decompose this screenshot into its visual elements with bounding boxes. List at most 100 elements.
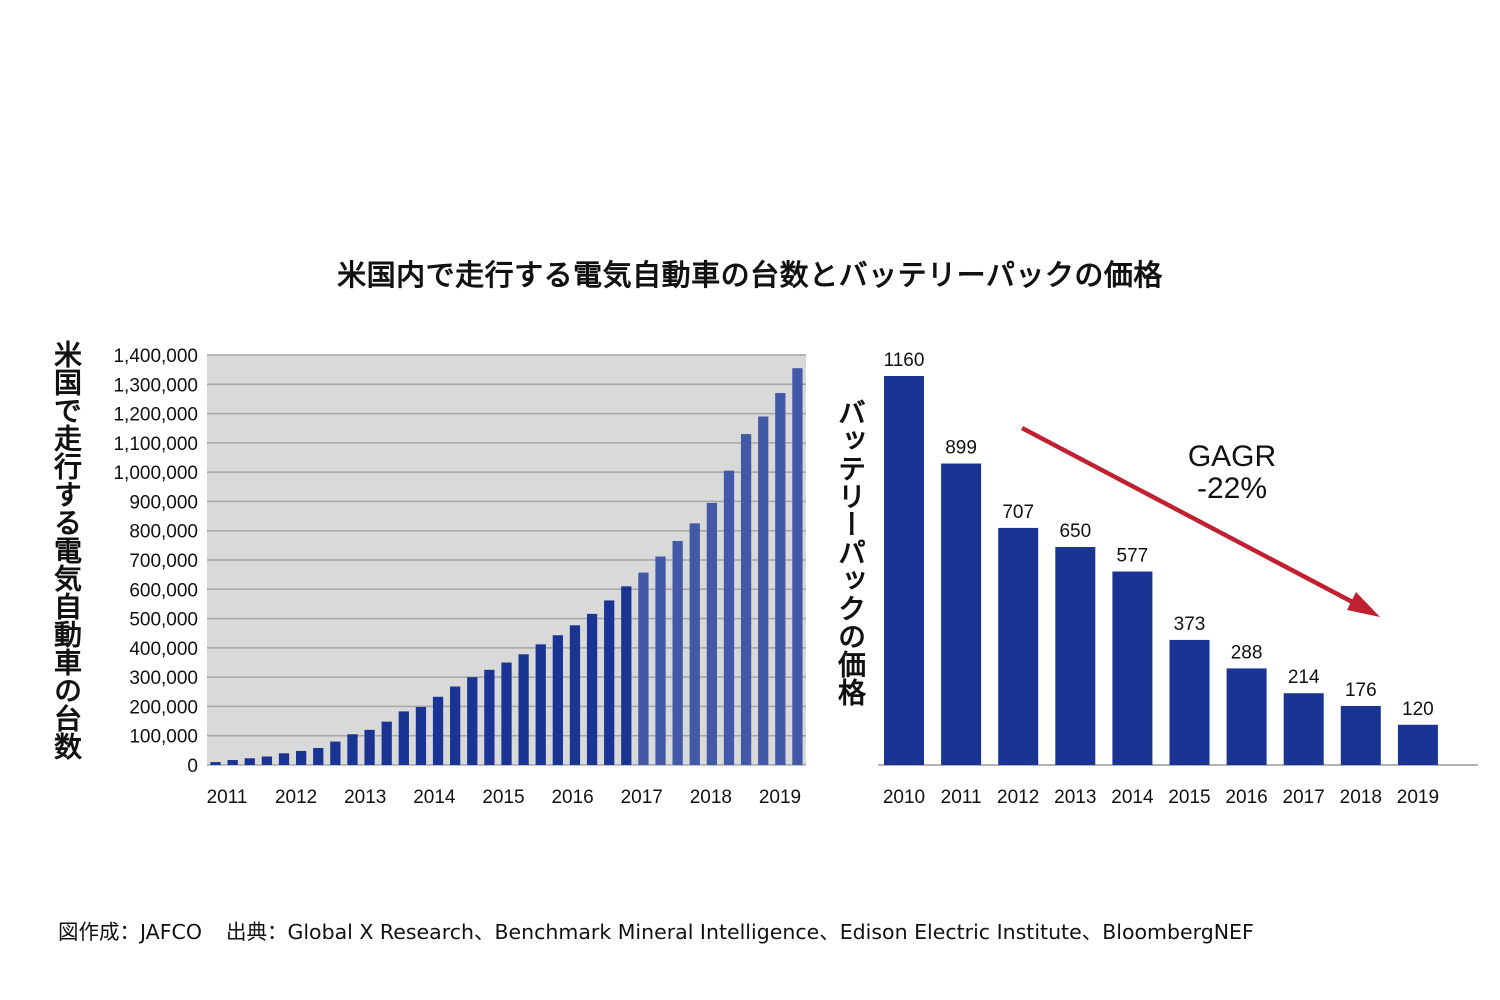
footer-source: 出典：Global X Research、Benchmark Mineral I… [225, 920, 1254, 944]
y-tick-label: 1,400,000 [113, 346, 198, 367]
bar [210, 762, 221, 765]
y-tick-label: 1,300,000 [113, 375, 198, 396]
data-label: 899 [945, 438, 977, 459]
bar [278, 753, 290, 765]
x-tick-label: 2016 [551, 787, 593, 808]
chart-title: 米国内で走行する電気自動車の台数とバッテリーパックの価格 [337, 258, 1163, 292]
bar [1397, 724, 1438, 765]
bar [467, 677, 478, 765]
x-tick-label: 2017 [621, 787, 663, 808]
bar [364, 729, 375, 765]
bar [484, 669, 495, 765]
bar [518, 654, 529, 765]
x-tick-label: 2013 [344, 787, 386, 808]
bar [792, 368, 803, 765]
bar [689, 523, 700, 765]
y-tick-label: 700,000 [129, 551, 198, 572]
y-tick-label: 1,200,000 [113, 405, 198, 426]
data-label: 373 [1174, 614, 1206, 635]
y-tick-label: 1,000,000 [113, 463, 198, 484]
bar [535, 644, 546, 765]
data-label: 214 [1288, 667, 1320, 688]
bar [1226, 668, 1267, 765]
y-tick-label: 900,000 [129, 492, 198, 513]
y-tick-label: 1,100,000 [113, 434, 198, 455]
bar [655, 556, 666, 765]
x-tick-label: 2017 [1283, 787, 1325, 808]
annotation-value: -22% [1197, 472, 1267, 505]
y-tick-label: 300,000 [129, 668, 198, 689]
x-tick-label: 2011 [207, 787, 248, 808]
x-tick-label: 2018 [1340, 787, 1382, 808]
x-tick-label: 2014 [413, 787, 456, 808]
bar [586, 613, 598, 765]
bar [381, 721, 392, 765]
y-tick-label: 500,000 [129, 610, 198, 631]
data-label: 176 [1345, 680, 1377, 701]
bar [941, 463, 982, 765]
ev-count-chart: 0 100,000 200,000 300,000 400,000 500,000 600,… [113, 346, 806, 808]
bar [884, 376, 924, 765]
y-tick-label: 0 [187, 756, 198, 777]
bar [415, 707, 427, 765]
bar [604, 600, 615, 765]
data-label: 650 [1059, 521, 1091, 542]
bar [775, 393, 786, 765]
x-tick-label: 2012 [997, 787, 1039, 808]
x-tick-label: 2015 [482, 787, 524, 808]
x-tick-label: 2011 [941, 787, 982, 808]
y-tick-label: 100,000 [129, 727, 198, 748]
data-label: 577 [1117, 546, 1149, 567]
x-tick-label: 2019 [759, 787, 801, 808]
x-tick-label: 2016 [1225, 787, 1267, 808]
left-chart-ylabel: 米国で走行する電気自動車の台数 [50, 340, 83, 760]
footer: 図作成：JAFCO 出典：Global X Research、Benchmark … [58, 915, 1254, 945]
footer-credit: 図作成：JAFCO [58, 920, 202, 944]
bar [1340, 705, 1381, 765]
data-label: 1160 [884, 350, 925, 371]
bar [621, 586, 632, 765]
annotation-label: GAGR [1188, 440, 1276, 473]
bar [432, 696, 444, 765]
bar [347, 734, 358, 765]
bar [330, 741, 341, 765]
y-tick-label: 600,000 [129, 580, 198, 601]
bar [313, 748, 324, 765]
bar [261, 756, 273, 765]
bar [398, 711, 409, 765]
bar [244, 758, 255, 765]
bar [501, 662, 512, 765]
bar [1283, 693, 1324, 765]
bar [552, 635, 563, 765]
trend-arrow-shaft [1020, 426, 1362, 608]
x-tick-label: 2014 [1111, 787, 1154, 808]
right-chart-ylabel: バッテリーパックの価格 [834, 398, 867, 706]
bar [758, 416, 769, 765]
y-tick-label: 800,000 [129, 522, 198, 543]
bar [998, 527, 1039, 765]
bar [1055, 547, 1096, 765]
bar [569, 625, 581, 765]
bar [295, 750, 307, 765]
bar [723, 470, 735, 765]
x-tick-label: 2018 [690, 787, 732, 808]
data-label: 120 [1402, 699, 1434, 720]
bar [1169, 639, 1210, 765]
bar [227, 760, 238, 765]
bar [672, 540, 683, 765]
trend-arrow-head [1347, 592, 1380, 617]
y-tick-label: 400,000 [129, 639, 198, 660]
bar [638, 572, 649, 765]
x-tick-label: 2013 [1054, 787, 1096, 808]
x-tick-label: 2010 [883, 787, 925, 808]
bar [1112, 571, 1153, 765]
x-tick-label: 2015 [1168, 787, 1210, 808]
y-tick-label: 200,000 [129, 697, 198, 718]
data-label: 707 [1002, 502, 1034, 523]
bar [450, 686, 461, 765]
bar [706, 502, 718, 765]
x-tick-label: 2019 [1397, 787, 1439, 808]
x-tick-label: 2012 [275, 787, 317, 808]
data-label: 288 [1231, 642, 1263, 663]
battery-price-chart: 1160 2010 899 2011 707 2012 650 2013 577 2014 373 2… [878, 350, 1478, 808]
